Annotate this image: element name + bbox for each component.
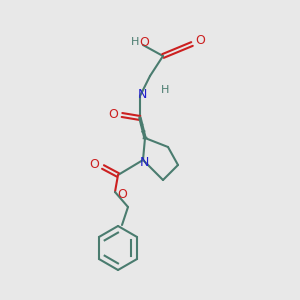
Text: N: N (139, 157, 149, 169)
Text: O: O (195, 34, 205, 47)
Text: O: O (108, 107, 118, 121)
Text: O: O (139, 37, 149, 50)
Text: H: H (130, 37, 139, 47)
Text: N: N (137, 88, 147, 101)
Text: H: H (161, 85, 170, 95)
Text: O: O (89, 158, 99, 172)
Text: O: O (117, 188, 127, 200)
